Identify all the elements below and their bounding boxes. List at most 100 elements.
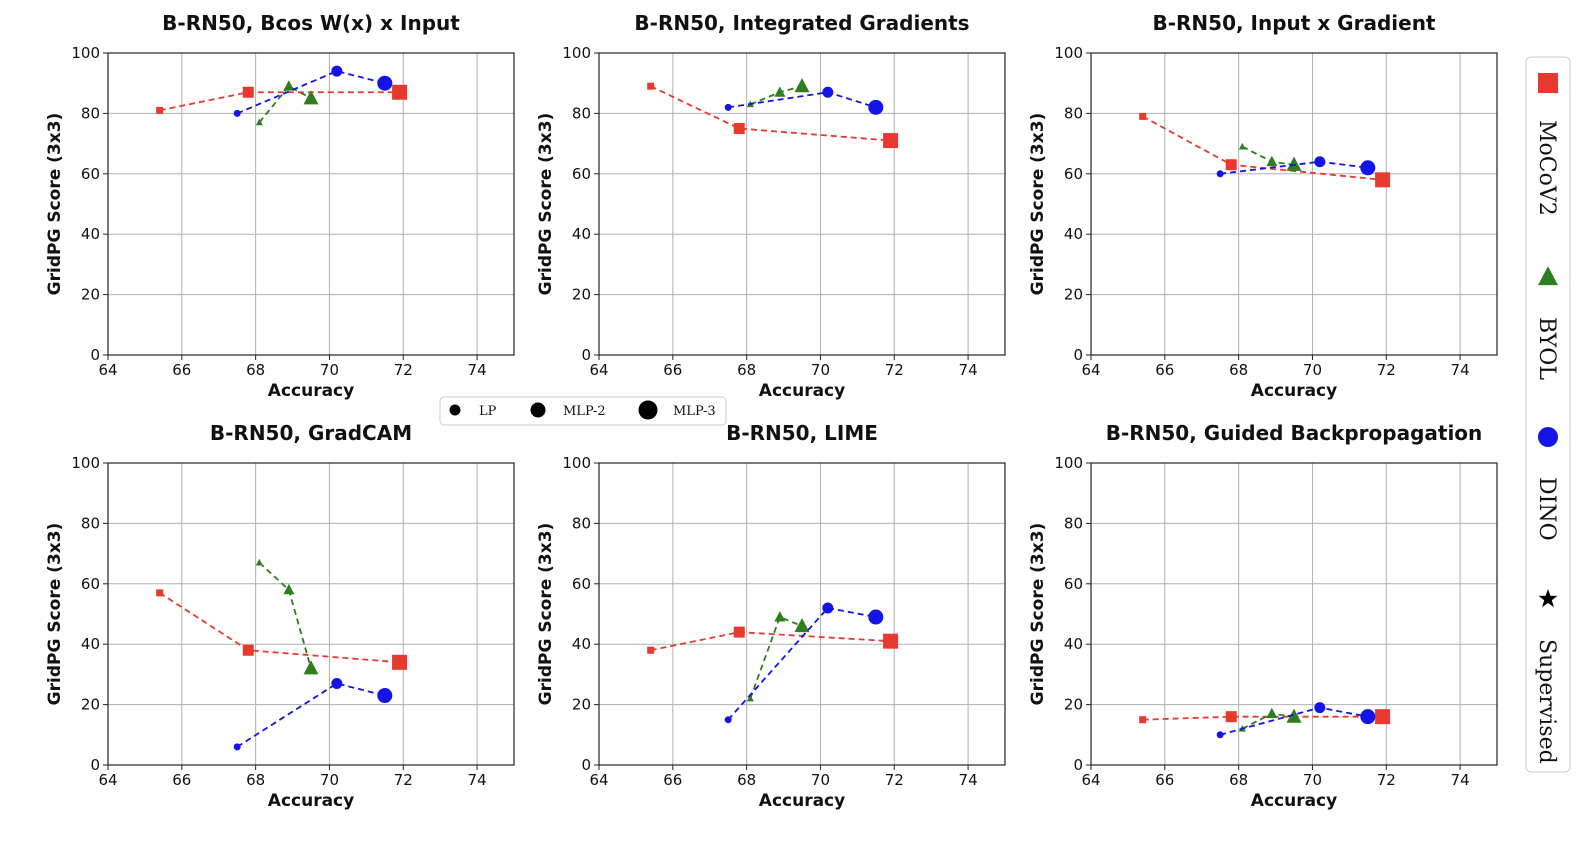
y-tick-label: 40	[81, 225, 100, 243]
chart-title: B-RN50, Input x Gradient	[1152, 11, 1435, 35]
data-point	[1139, 112, 1147, 120]
y-tick-label: 80	[572, 514, 591, 532]
data-point	[242, 86, 254, 98]
x-axis-label: Accuracy	[268, 791, 354, 811]
y-axis-label: GridPG Score (3x3)	[1028, 113, 1048, 296]
series-mocov2	[1139, 709, 1391, 725]
chart-title: B-RN50, LIME	[726, 421, 878, 445]
y-axis-label: GridPG Score (3x3)	[1028, 523, 1048, 706]
y-axis-label: GridPG Score (3x3)	[45, 113, 65, 296]
x-axis-label: Accuracy	[759, 791, 845, 811]
x-tick-label: 70	[811, 771, 830, 789]
x-tick-label: 72	[394, 361, 413, 379]
method-legend-marker	[1538, 73, 1558, 93]
chart-panel-6: 64 66 68 70 72 74 0 20 40 60 80 100 B-RN50, Guided B…	[1028, 421, 1498, 811]
data-point	[794, 78, 810, 93]
y-tick-label: 80	[81, 514, 100, 532]
series-dino	[724, 602, 884, 724]
x-axis-label: Accuracy	[1251, 791, 1337, 811]
x-tick-label: 74	[468, 361, 487, 379]
y-tick-label: 0	[581, 346, 591, 364]
y-tick-label: 40	[572, 225, 591, 243]
data-point	[1266, 155, 1278, 167]
y-axis-label: GridPG Score (3x3)	[536, 113, 556, 296]
method-legend-label: DINO	[1534, 477, 1559, 541]
series-byol	[255, 558, 319, 675]
series-line	[749, 615, 803, 699]
data-point	[331, 65, 343, 77]
size-legend-label: MLP-2	[563, 404, 606, 419]
data-point	[392, 654, 408, 670]
series-mocov2	[647, 626, 899, 654]
x-tick-label: 72	[394, 771, 413, 789]
data-point	[255, 118, 263, 126]
chart-title: B-RN50, Guided Backpropagation	[1106, 421, 1483, 445]
y-tick-label: 80	[572, 104, 591, 122]
chart-panel-1: 64 66 68 70 72 74 0 20 40 60 80 100 B-RN50, Bcos W(x…	[45, 11, 515, 401]
x-tick-label: 68	[737, 361, 756, 379]
method-legend-marker	[1538, 266, 1558, 286]
series-dino	[1216, 702, 1376, 739]
x-tick-label: 70	[320, 361, 339, 379]
x-tick-label: 68	[737, 771, 756, 789]
x-tick-label: 64	[1081, 361, 1100, 379]
y-axis-label: GridPG Score (3x3)	[45, 523, 65, 706]
data-point	[1286, 156, 1302, 171]
x-tick-label: 66	[172, 361, 191, 379]
method-legend-label: BYOL	[1534, 317, 1559, 380]
plot-frame	[107, 52, 515, 356]
size-legend-label: MLP-3	[673, 404, 716, 419]
x-tick-label: 74	[468, 771, 487, 789]
y-tick-label: 20	[81, 696, 100, 714]
series-dino	[1216, 156, 1376, 178]
data-point	[746, 694, 754, 702]
y-tick-label: 100	[562, 454, 591, 472]
data-point	[392, 84, 408, 100]
y-tick-label: 80	[81, 104, 100, 122]
x-tick-label: 70	[811, 361, 830, 379]
y-tick-label: 60	[1064, 575, 1083, 593]
data-point	[733, 626, 745, 638]
data-point	[868, 609, 884, 625]
y-tick-label: 80	[1064, 514, 1083, 532]
series-dino	[233, 677, 393, 751]
y-tick-label: 40	[81, 635, 100, 653]
x-tick-label: 74	[1451, 771, 1470, 789]
series-mocov2	[156, 84, 408, 114]
data-point	[1360, 160, 1376, 176]
series-line	[258, 85, 312, 124]
y-tick-label: 20	[572, 696, 591, 714]
y-tick-label: 100	[71, 44, 100, 62]
x-tick-label: 66	[663, 361, 682, 379]
y-tick-label: 40	[1064, 225, 1083, 243]
data-point	[724, 103, 732, 111]
data-point	[883, 133, 899, 149]
method-legend-label: MoCoV2	[1534, 120, 1559, 216]
x-tick-label: 70	[320, 771, 339, 789]
y-tick-label: 0	[1073, 756, 1083, 774]
chart-panel-5: 64 66 68 70 72 74 0 20 40 60 80 100 B-RN50, LIME Accu…	[536, 421, 1006, 811]
data-point	[255, 558, 263, 566]
x-tick-label: 68	[246, 771, 265, 789]
x-axis-label: Accuracy	[759, 381, 845, 401]
y-tick-label: 0	[581, 756, 591, 774]
y-tick-label: 60	[1064, 165, 1083, 183]
chart-panels: 64 66 68 70 72 74 0 20 40 60 80 100 B-RN50, Bcos W(x…	[45, 11, 1498, 811]
x-tick-label: 74	[1451, 361, 1470, 379]
data-point	[868, 99, 884, 115]
chart-panel-3: 64 66 68 70 72 74 0 20 40 60 80 100 B-RN50, Input x …	[1028, 11, 1498, 401]
y-tick-label: 20	[81, 286, 100, 304]
y-axis-label: GridPG Score (3x3)	[536, 523, 556, 706]
data-point	[377, 75, 393, 91]
x-tick-label: 64	[1081, 771, 1100, 789]
series-dino	[233, 65, 393, 117]
y-tick-label: 100	[1054, 44, 1083, 62]
x-tick-label: 70	[1303, 361, 1322, 379]
size-legend-marker	[530, 402, 546, 418]
data-point	[647, 82, 655, 90]
data-point	[794, 617, 810, 633]
y-tick-label: 40	[572, 635, 591, 653]
series-byol	[255, 80, 319, 126]
x-tick-label: 72	[885, 771, 904, 789]
data-point	[1238, 142, 1246, 150]
